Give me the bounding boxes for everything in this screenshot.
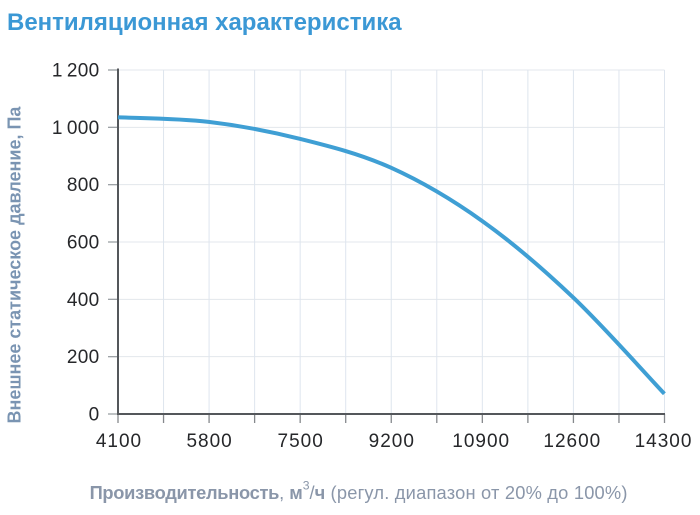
- svg-text:Внешнее статическое давление,: Внешнее статическое давление, Па: [5, 106, 25, 424]
- svg-text:800: 800: [67, 175, 100, 196]
- svg-text:5800: 5800: [186, 431, 232, 452]
- svg-text:7500: 7500: [278, 431, 324, 452]
- svg-text:9200: 9200: [369, 431, 415, 452]
- svg-text:200: 200: [67, 347, 100, 368]
- svg-text:Производительность, м3/ч (регу: Производительность, м3/ч (регул. диапазо…: [90, 479, 628, 503]
- svg-text:12600: 12600: [543, 431, 601, 452]
- svg-text:10900: 10900: [452, 431, 510, 452]
- svg-text:1 000: 1 000: [52, 118, 100, 139]
- svg-text:600: 600: [67, 233, 100, 254]
- svg-text:Вентиляционная характеристика: Вентиляционная характеристика: [7, 9, 402, 36]
- svg-text:14300: 14300: [635, 431, 693, 452]
- svg-text:4100: 4100: [96, 431, 142, 452]
- svg-text:400: 400: [67, 290, 100, 311]
- svg-text:0: 0: [89, 405, 100, 426]
- svg-text:1 200: 1 200: [52, 61, 100, 82]
